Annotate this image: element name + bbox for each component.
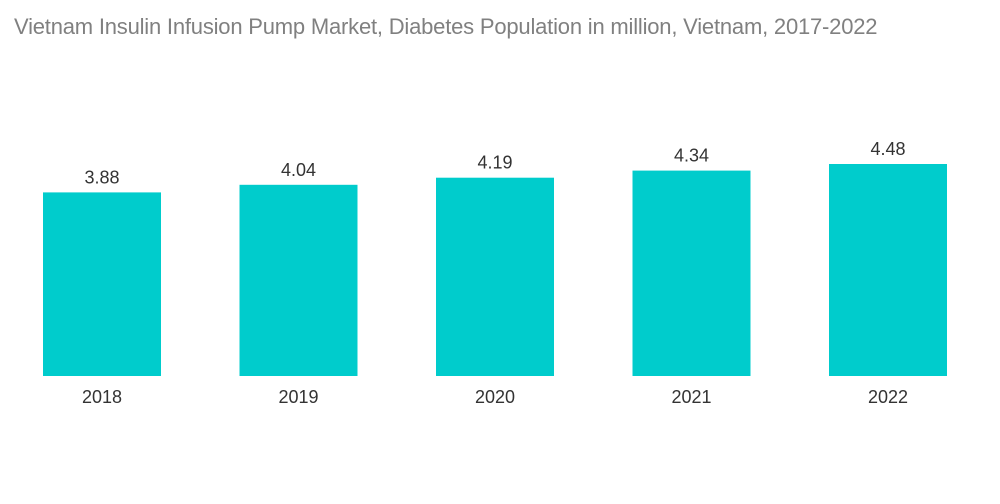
value-label-2019: 4.04 <box>281 160 316 180</box>
bar-2022 <box>829 164 947 376</box>
x-tick-label-2019: 2019 <box>278 387 318 407</box>
chart-title: Vietnam Insulin Infusion Pump Market, Di… <box>14 14 878 39</box>
bar-2020 <box>436 177 554 376</box>
x-tick-labels-group: 2018 2019 2020 2021 2022 <box>82 387 908 407</box>
x-tick-label-2020: 2020 <box>475 387 515 407</box>
bar-2019 <box>239 184 358 376</box>
x-tick-label-2018: 2018 <box>82 387 122 407</box>
bar-2021 <box>632 170 751 376</box>
value-label-2018: 3.88 <box>84 167 119 187</box>
bar-2018 <box>43 192 161 376</box>
x-tick-label-2022: 2022 <box>868 387 908 407</box>
value-label-2022: 4.48 <box>870 139 905 159</box>
x-tick-label-2021: 2021 <box>671 387 711 407</box>
value-labels-group: 3.88 4.04 4.19 4.34 4.48 <box>84 139 905 187</box>
bars-group <box>43 164 947 376</box>
value-label-2020: 4.19 <box>477 153 512 173</box>
value-label-2021: 4.34 <box>674 146 709 166</box>
